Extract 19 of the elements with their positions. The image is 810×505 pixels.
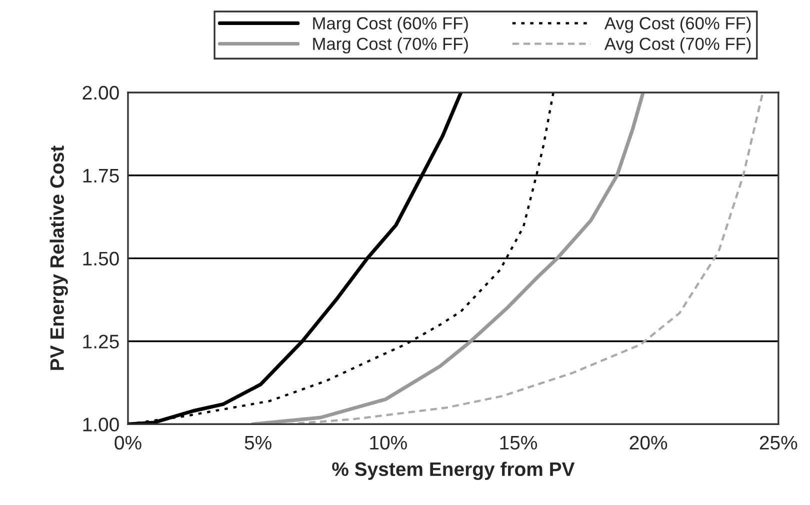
legend-label: Marg Cost (60% FF) <box>313 16 468 33</box>
y-tick-label: 1.75 <box>83 169 119 183</box>
x-tick-label: 15% <box>500 436 538 450</box>
x-tick-label: 20% <box>630 436 668 450</box>
x-tick-label: 0% <box>114 436 142 450</box>
y-tick-label: 1.50 <box>83 252 119 266</box>
line-series <box>286 92 764 424</box>
y-axis-title: PV Energy Relative Cost <box>50 146 68 370</box>
legend-label: Avg Cost (60% FF) <box>604 16 751 33</box>
legend-label: Marg Cost (70% FF) <box>313 37 468 54</box>
legend-label: Avg Cost (70% FF) <box>604 37 751 54</box>
y-tick-label: 2.00 <box>82 86 119 100</box>
x-tick-label: 5% <box>244 436 272 450</box>
line-series <box>251 92 645 424</box>
x-tick-label: 25% <box>760 436 798 450</box>
x-axis-title: % System Energy from PV <box>332 462 575 480</box>
y-tick-label: 1.25 <box>83 334 119 348</box>
y-tick-label: 1.00 <box>83 418 119 432</box>
x-tick-label: 10% <box>370 436 407 450</box>
